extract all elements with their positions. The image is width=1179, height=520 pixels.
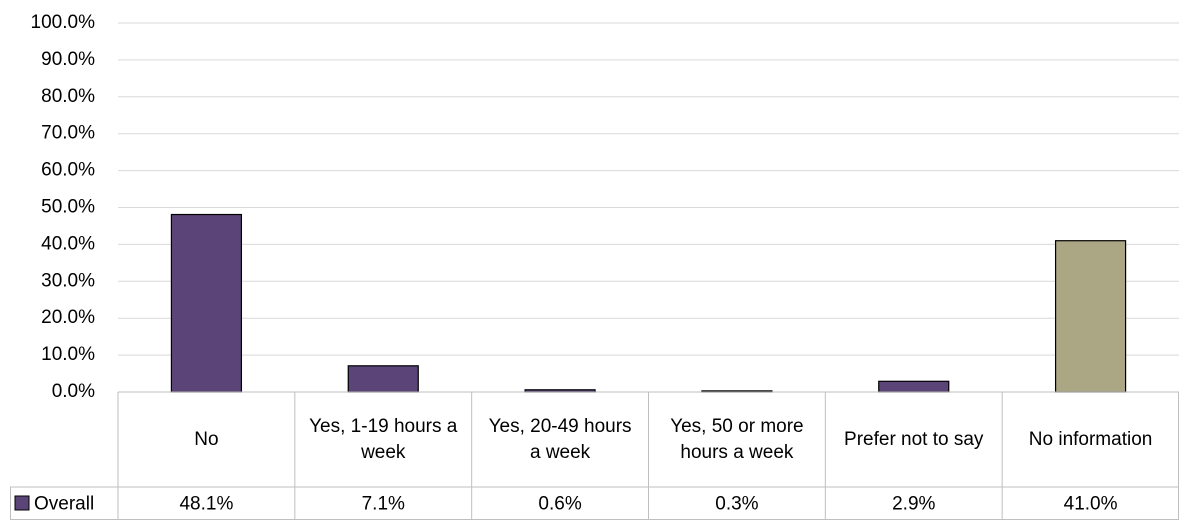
y-tick-label: 70.0%	[41, 123, 95, 144]
bar	[1054, 240, 1127, 393]
y-tick-label: 80.0%	[41, 86, 95, 107]
value-label: 41.0%	[1064, 494, 1118, 515]
value-label: 2.9%	[892, 494, 935, 515]
bar	[170, 213, 243, 393]
y-tick-label: 60.0%	[41, 160, 95, 181]
bar	[347, 365, 419, 393]
value-label: 0.3%	[715, 494, 758, 515]
value-label: 0.6%	[538, 494, 581, 515]
value-label: 48.1%	[179, 494, 233, 515]
bar	[878, 380, 950, 393]
y-tick-label: 50.0%	[41, 197, 95, 218]
legend-label: Overall	[34, 494, 94, 515]
y-tick-label: 30.0%	[41, 270, 95, 291]
legend-key	[14, 495, 30, 511]
x-tick-label: Yes, 20-49 hours a week	[488, 415, 632, 463]
x-tick-label: Prefer not to say	[844, 428, 984, 450]
x-tick-label: No	[194, 428, 219, 450]
value-label: 7.1%	[362, 494, 405, 515]
y-tick-label: 100.0%	[31, 12, 96, 33]
x-tick-label: No information	[1028, 428, 1153, 450]
x-tick-label: Yes, 1-19 hours a week	[309, 415, 458, 463]
y-tick-label: 20.0%	[41, 307, 95, 328]
y-tick-label: 0.0%	[52, 381, 95, 402]
x-tick-label: Yes, 50 or more hours a week	[670, 415, 804, 463]
y-tick-label: 40.0%	[41, 233, 95, 254]
y-tick-label: 10.0%	[41, 344, 95, 365]
y-tick-label: 90.0%	[41, 49, 95, 70]
